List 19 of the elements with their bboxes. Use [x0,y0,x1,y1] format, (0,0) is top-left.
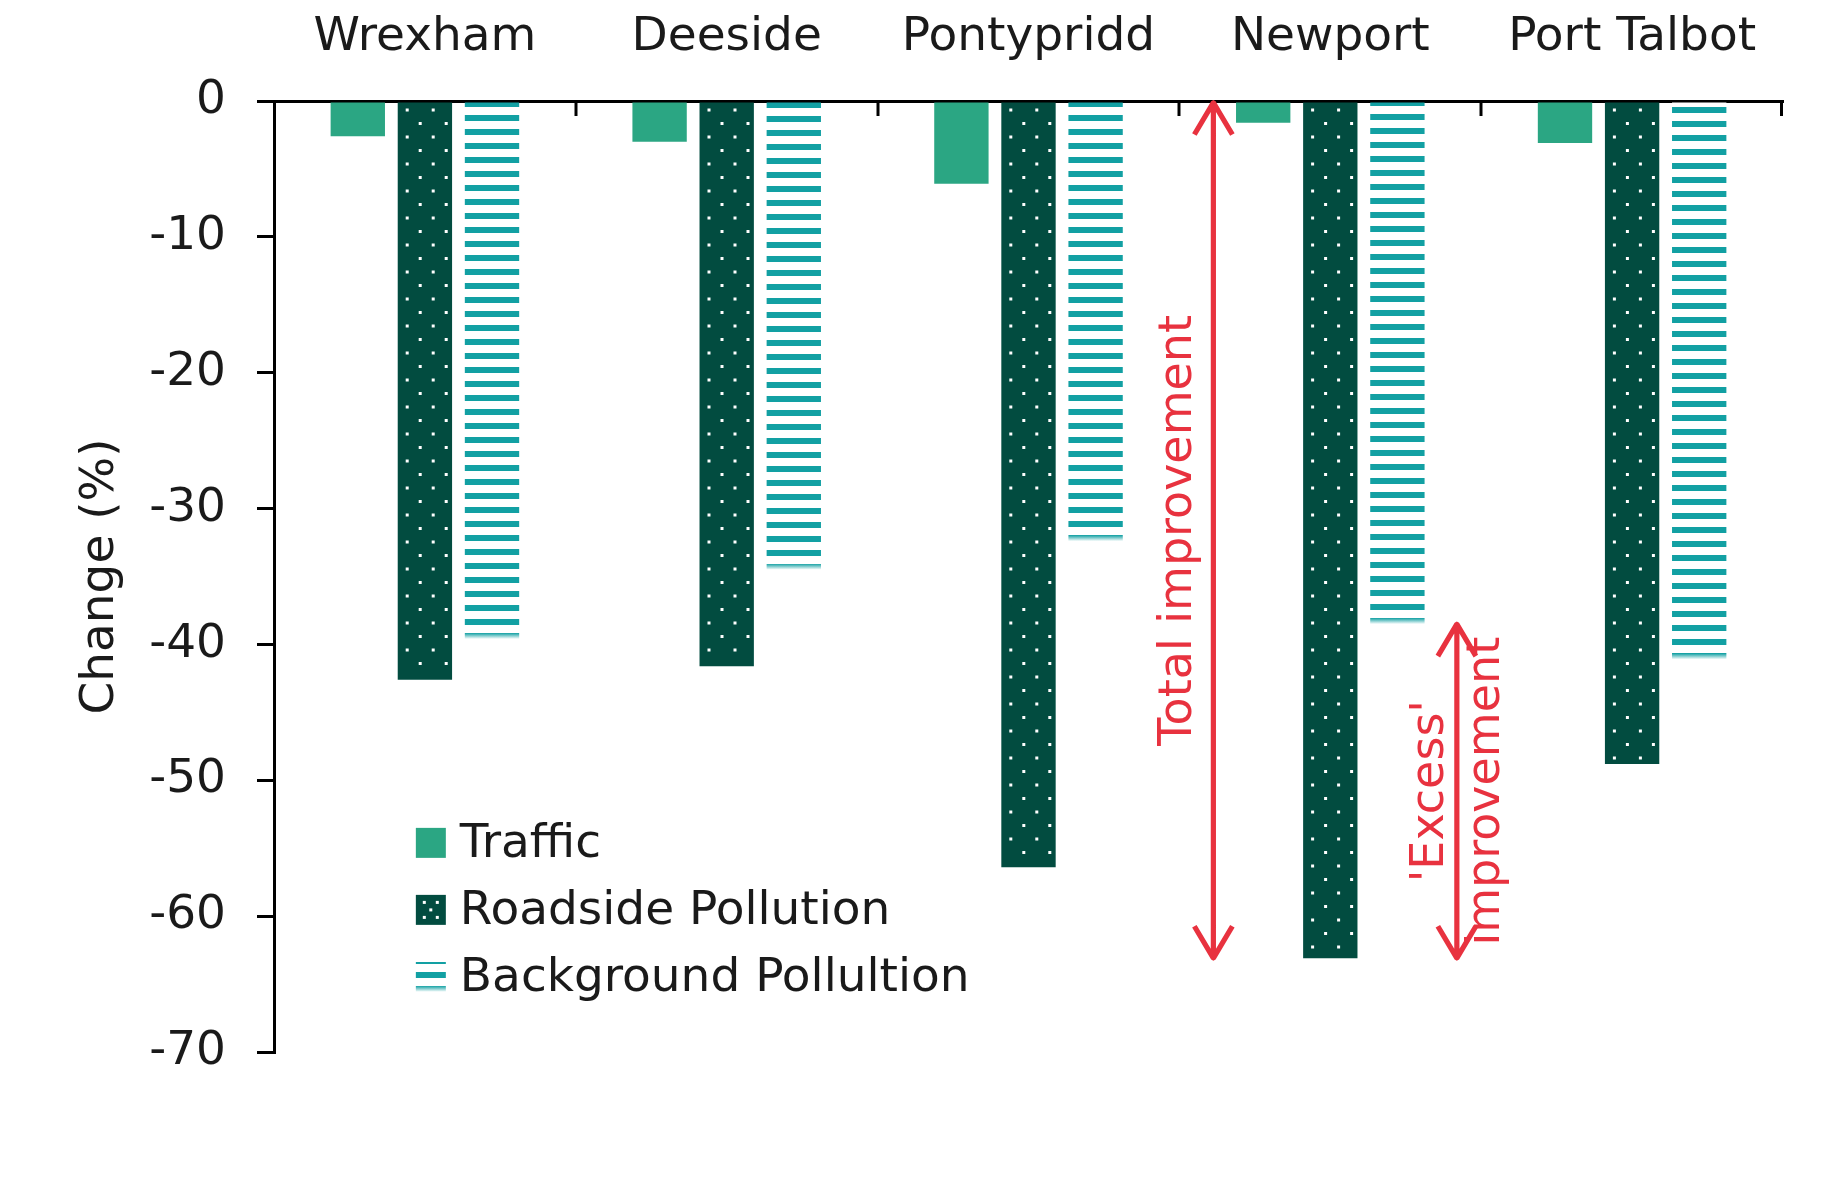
legend-label: Roadside Pollution [459,880,891,936]
x-tick-label: Pontypridd [901,6,1156,61]
x-tick-label: Wrexham [313,6,537,61]
y-tick-label: -40 [149,612,226,668]
annotation: 'Excess' improvement [1399,636,1510,946]
legend-label: Traffic [458,813,602,869]
legend-label: Background Pollultion [459,947,970,1003]
y-axis-title: Change (%) [69,438,125,715]
x-tick-label: Deeside [631,6,822,61]
y-tick-label: -10 [149,205,226,261]
x-tick-label: Port Talbot [1508,6,1757,61]
y-tick-label: -30 [149,476,226,532]
y-tick-label: 0 [196,69,226,125]
y-tick-label: -20 [149,340,226,396]
x-tick-label: Newport [1230,6,1430,61]
y-tick-label: -70 [149,1020,226,1076]
y-tick-label: -60 [149,884,226,940]
y-tick-label: -50 [149,748,226,804]
annotation: Total improvement [1148,315,1203,747]
